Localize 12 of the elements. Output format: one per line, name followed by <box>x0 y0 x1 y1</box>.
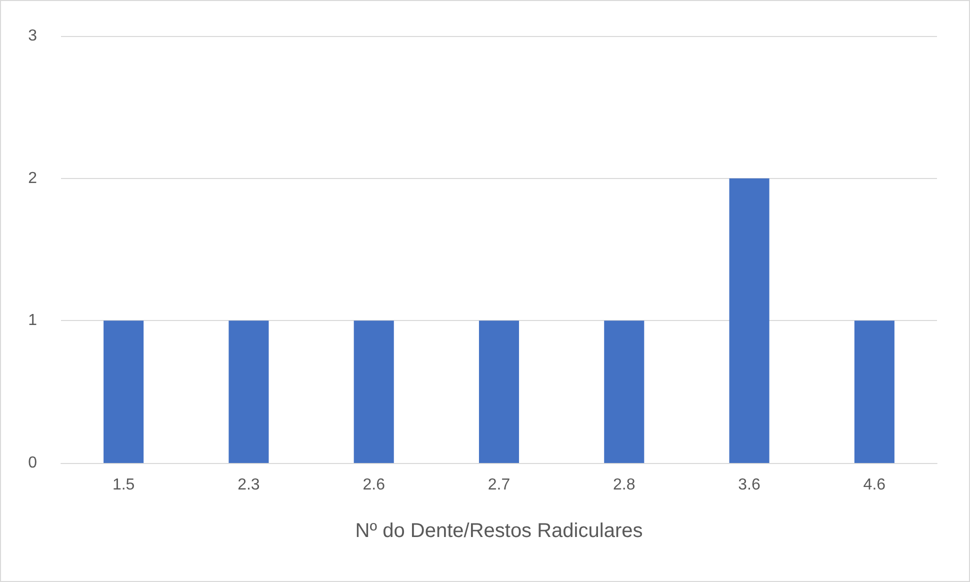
x-tick-label: 2.7 <box>488 476 510 494</box>
y-tick-label: 2 <box>28 170 38 187</box>
x-tick-label: 2.6 <box>362 476 386 494</box>
x-axis-title: Nº do Dente/Restos Radiculares <box>355 520 643 542</box>
y-tick-label: 3 <box>28 28 38 44</box>
x-tick-label: 4.6 <box>863 476 886 494</box>
x-tick-label: 3.6 <box>738 476 761 494</box>
x-tick-label: 2.3 <box>238 476 260 494</box>
y-tick-label: 0 <box>28 454 38 472</box>
y-tick-label: 1 <box>28 312 38 330</box>
x-tick-label: 2.8 <box>613 476 636 494</box>
x-tick-label: 1.5 <box>112 476 135 494</box>
